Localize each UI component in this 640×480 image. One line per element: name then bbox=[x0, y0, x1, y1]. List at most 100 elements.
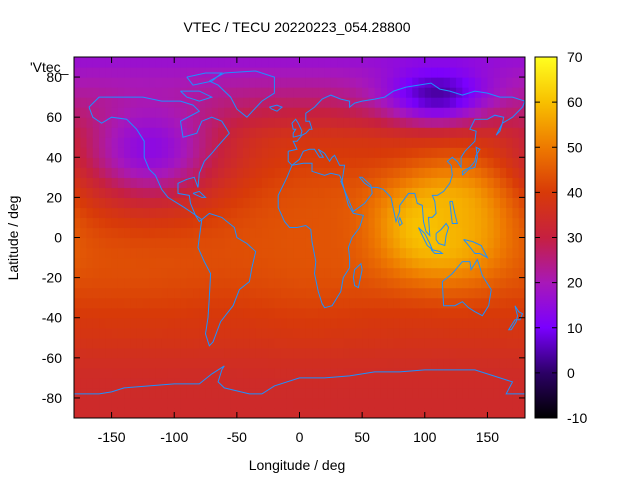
heatmap-cell bbox=[161, 347, 169, 359]
heatmap-cell bbox=[349, 387, 357, 399]
heatmap-cell bbox=[205, 97, 213, 108]
heatmap-cell bbox=[149, 377, 157, 389]
heatmap-cell bbox=[174, 317, 182, 329]
heatmap-cell bbox=[424, 67, 432, 78]
colorbar-tick-label: 50 bbox=[567, 139, 583, 155]
heatmap-cell bbox=[149, 137, 157, 148]
heatmap-cell bbox=[99, 347, 106, 359]
heatmap-cell bbox=[105, 117, 113, 128]
heatmap-cell bbox=[205, 257, 213, 269]
heatmap-cell bbox=[255, 337, 263, 349]
heatmap-cell bbox=[293, 327, 301, 339]
heatmap-cell bbox=[124, 207, 131, 219]
x-tick-label: -150 bbox=[98, 429, 126, 445]
heatmap-cell bbox=[405, 267, 413, 279]
heatmap-cell bbox=[243, 57, 250, 68]
heatmap-cell bbox=[399, 57, 407, 68]
heatmap-cell bbox=[117, 247, 125, 259]
heatmap-cell bbox=[374, 67, 382, 78]
heatmap-cell bbox=[431, 297, 438, 309]
heatmap-cell bbox=[337, 367, 344, 379]
heatmap-cell bbox=[124, 167, 131, 178]
heatmap-cell bbox=[293, 127, 301, 138]
heatmap-cell bbox=[362, 67, 369, 78]
heatmap-cell bbox=[299, 387, 307, 399]
heatmap-cell bbox=[293, 337, 301, 349]
heatmap-cell bbox=[443, 247, 451, 259]
heatmap-cell bbox=[130, 207, 138, 219]
heatmap-cell bbox=[437, 387, 445, 399]
heatmap-cell bbox=[493, 357, 501, 369]
heatmap-cell bbox=[268, 257, 276, 269]
heatmap-cell bbox=[230, 207, 238, 219]
coast-south-america bbox=[197, 212, 257, 347]
heatmap-cell bbox=[343, 247, 351, 259]
heatmap-cell bbox=[80, 247, 88, 259]
heatmap-cell bbox=[268, 397, 276, 409]
heatmap-cell bbox=[149, 127, 157, 138]
heatmap-cell bbox=[299, 257, 307, 269]
heatmap-cell bbox=[186, 347, 194, 359]
heatmap-cell bbox=[274, 257, 282, 269]
heatmap-cell bbox=[161, 197, 169, 209]
heatmap-cell bbox=[236, 327, 244, 339]
heatmap-cell bbox=[518, 367, 525, 379]
heatmap-cell bbox=[456, 157, 463, 168]
heatmap-cell bbox=[368, 257, 376, 269]
heatmap-cell bbox=[337, 197, 344, 209]
heatmap-cell bbox=[299, 377, 307, 389]
heatmap-cell bbox=[136, 357, 144, 369]
heatmap-cell bbox=[355, 157, 363, 168]
heatmap-cell bbox=[456, 347, 463, 359]
heatmap-cell bbox=[105, 297, 113, 309]
heatmap-cell bbox=[230, 287, 238, 299]
heatmap-cell bbox=[456, 317, 463, 329]
heatmap-cell bbox=[236, 347, 244, 359]
heatmap-cell bbox=[224, 237, 232, 249]
heatmap-cell bbox=[424, 207, 432, 219]
heatmap-cell bbox=[512, 347, 520, 359]
y-tick-label: -20 bbox=[42, 270, 62, 286]
heatmap-cell bbox=[493, 147, 501, 158]
heatmap-cell bbox=[443, 357, 451, 369]
heatmap-cell bbox=[268, 337, 276, 349]
heatmap-cell bbox=[74, 387, 81, 399]
heatmap-cell bbox=[130, 407, 138, 418]
heatmap-cell bbox=[111, 397, 119, 409]
heatmap-cell bbox=[499, 107, 507, 118]
heatmap-cell bbox=[293, 287, 301, 299]
heatmap-cell bbox=[218, 297, 225, 309]
heatmap-cell bbox=[362, 77, 369, 88]
heatmap-cell bbox=[405, 337, 413, 349]
heatmap-cell bbox=[142, 327, 150, 339]
heatmap-cell bbox=[449, 137, 457, 148]
heatmap-cell bbox=[224, 287, 232, 299]
heatmap-cell bbox=[362, 167, 369, 178]
heatmap-cell bbox=[268, 177, 276, 188]
heatmap-cell bbox=[405, 247, 413, 259]
heatmap-cell bbox=[506, 67, 514, 78]
heatmap-cell bbox=[243, 267, 250, 279]
heatmap-cell bbox=[80, 67, 88, 78]
x-tick-label: 0 bbox=[296, 429, 304, 445]
heatmap-cell bbox=[149, 387, 157, 399]
heatmap-cell bbox=[117, 347, 125, 359]
heatmap-cell bbox=[224, 227, 232, 239]
heatmap-cell bbox=[136, 297, 144, 309]
heatmap-cell bbox=[418, 337, 426, 349]
heatmap-cell bbox=[86, 317, 94, 329]
heatmap-cell bbox=[305, 157, 313, 168]
heatmap-cell bbox=[487, 157, 495, 168]
heatmap-cell bbox=[149, 397, 157, 409]
heatmap-cell bbox=[487, 277, 495, 289]
heatmap-cell bbox=[280, 257, 288, 269]
heatmap-cell bbox=[149, 247, 157, 259]
heatmap-cell bbox=[437, 97, 445, 108]
heatmap-cell bbox=[249, 157, 257, 168]
heatmap-cell bbox=[280, 397, 288, 409]
heatmap-cell bbox=[92, 197, 100, 209]
heatmap-cell bbox=[249, 167, 257, 178]
heatmap-cell bbox=[111, 247, 119, 259]
colorbar-tick-label: 20 bbox=[567, 275, 583, 291]
heatmap-cell bbox=[124, 297, 131, 309]
